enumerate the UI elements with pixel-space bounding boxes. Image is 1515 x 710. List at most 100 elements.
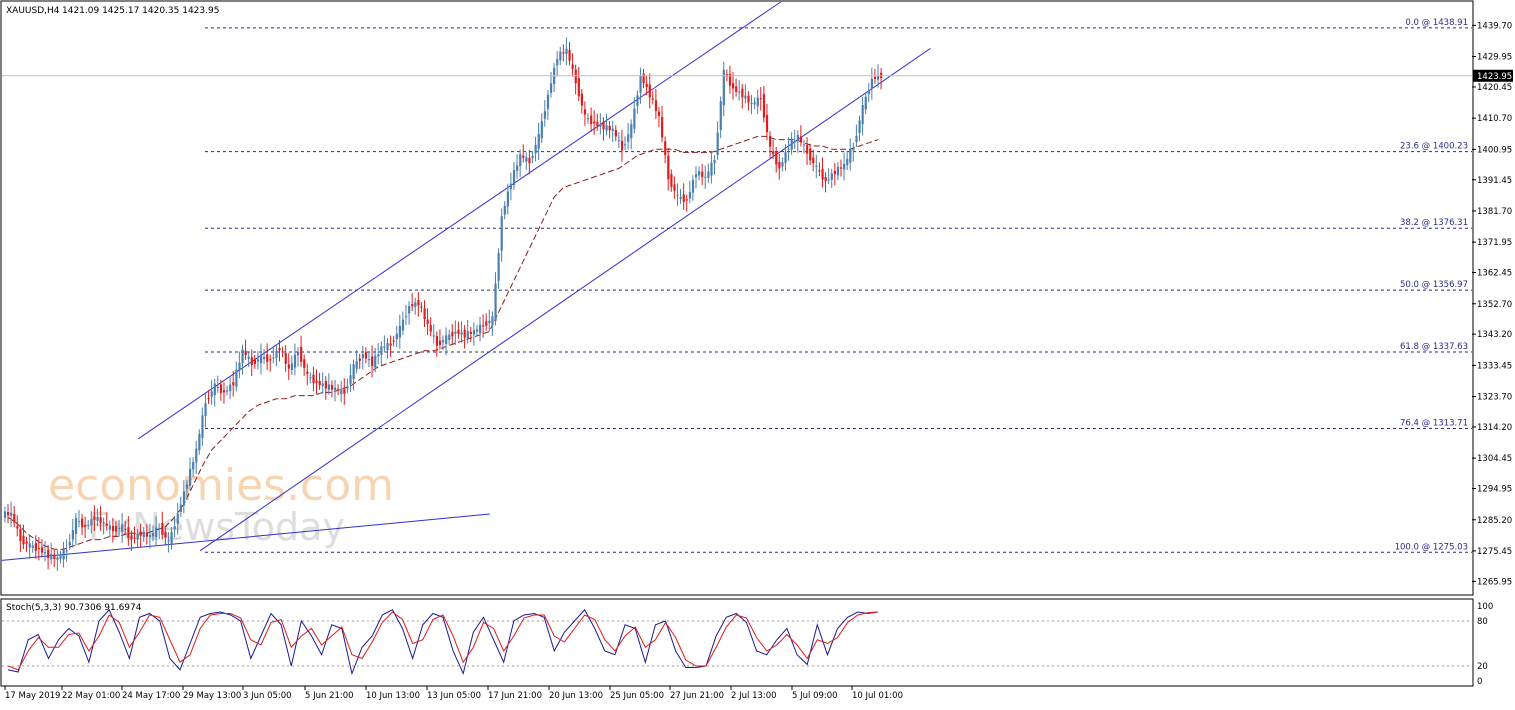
bear-candle <box>253 359 257 365</box>
channel-trendline <box>137 1 781 440</box>
bear-candle <box>7 512 10 516</box>
bull-candle <box>830 173 833 180</box>
channel-lines <box>1 1 931 561</box>
bull-candle <box>519 154 522 167</box>
price-tick-label: 1400.95 <box>1477 145 1512 155</box>
bull-candle <box>543 111 547 119</box>
bull-candle <box>189 468 192 486</box>
bear-candle <box>799 136 803 142</box>
bull-candle <box>432 335 435 337</box>
bear-candle <box>19 529 22 541</box>
bull-candle <box>179 504 182 513</box>
bear-candle <box>839 167 843 169</box>
bull-candle <box>617 140 621 142</box>
bull-candle <box>855 135 858 143</box>
bear-candle <box>824 176 827 182</box>
watermark-economies: economies.com <box>48 460 394 511</box>
bull-candle <box>386 342 389 351</box>
bull-candle <box>704 176 707 178</box>
bull-candle <box>500 216 503 251</box>
bull-candle <box>28 543 31 548</box>
bull-candle <box>121 524 124 532</box>
bull-candle <box>549 83 553 93</box>
bear-candle <box>759 98 762 100</box>
bull-candle <box>710 162 713 176</box>
bull-candle <box>176 514 179 524</box>
bear-candle <box>620 140 624 151</box>
bear-candle <box>873 76 877 80</box>
time-tick-label: 13 Jun 05:00 <box>427 691 481 701</box>
bull-candle <box>309 377 312 379</box>
bull-candle <box>380 346 383 355</box>
fib-level-label: 0.0 @ 1438.91 <box>1405 18 1468 28</box>
price-axis: 1439.70 1429.95 1420.45 1410.70 1400.95 1391.… <box>2 21 1513 587</box>
bull-candle <box>611 128 614 131</box>
bear-candle <box>614 130 617 137</box>
bull-candle <box>90 519 93 526</box>
bear-candle <box>417 300 420 306</box>
bear-candle <box>772 151 775 155</box>
bull-candle <box>50 554 53 560</box>
bear-candle <box>673 184 676 191</box>
bull-candle <box>334 387 337 391</box>
bull-candle <box>241 349 244 364</box>
bull-candle <box>790 140 793 150</box>
bull-candle <box>546 94 550 109</box>
bull-candle <box>442 340 445 343</box>
price-tick-label: 1265.95 <box>1477 577 1512 587</box>
time-tick-label: 5 Jun 21:00 <box>305 691 354 701</box>
bear-candle <box>420 306 423 308</box>
bull-candle <box>877 75 880 80</box>
bull-candle <box>753 102 756 105</box>
bear-candle <box>769 135 772 147</box>
bear-candle <box>232 382 235 386</box>
bull-candle <box>62 549 65 560</box>
main-plot-frame <box>0 0 1474 596</box>
time-tick-label: 3 Jun 05:00 <box>243 691 292 701</box>
time-tick-label: 17 May 2019 <box>5 691 60 701</box>
bear-candle <box>266 354 269 362</box>
bear-candle <box>124 528 127 530</box>
bear-candle <box>37 548 41 550</box>
bear-candle <box>577 78 580 97</box>
bear-candle <box>337 389 340 391</box>
bull-candle <box>815 165 818 167</box>
bull-candle <box>349 375 352 384</box>
bull-candle <box>540 121 543 139</box>
bear-candle <box>278 348 281 351</box>
price-tick-label: 1314.20 <box>1477 423 1512 433</box>
bear-candle <box>324 381 327 389</box>
bull-candle <box>136 534 139 540</box>
price-tick-label: 1323.70 <box>1477 393 1512 403</box>
bull-candle <box>843 163 846 170</box>
bear-candle <box>741 88 744 98</box>
bull-candle <box>272 357 275 359</box>
bull-candle <box>377 354 380 357</box>
price-tick-label: 1381.70 <box>1477 207 1512 217</box>
bear-candle <box>809 148 812 161</box>
price-tick-label: 1352.70 <box>1477 300 1512 310</box>
bear-candle <box>423 308 426 320</box>
bear-candle <box>528 157 531 164</box>
bull-candle <box>738 91 741 93</box>
bear-candle <box>25 541 28 544</box>
bull-candle <box>383 346 386 348</box>
bull-candle <box>698 171 701 176</box>
bull-candle <box>155 527 158 538</box>
time-tick-label: 25 Jun 05:00 <box>610 691 664 701</box>
bull-candle <box>167 540 170 542</box>
bear-candle <box>81 518 84 528</box>
channel-trendline <box>199 47 931 552</box>
bull-candle <box>346 386 349 389</box>
bear-candle <box>469 331 472 334</box>
bear-candle <box>40 547 44 553</box>
bear-candle <box>287 364 290 369</box>
bear-candle <box>701 171 704 178</box>
bear-candle <box>22 535 25 545</box>
bull-candle <box>102 522 105 524</box>
bear-candle <box>303 359 306 368</box>
bear-candle <box>654 100 658 112</box>
bull-candle <box>204 403 207 417</box>
bull-candle <box>691 179 695 193</box>
